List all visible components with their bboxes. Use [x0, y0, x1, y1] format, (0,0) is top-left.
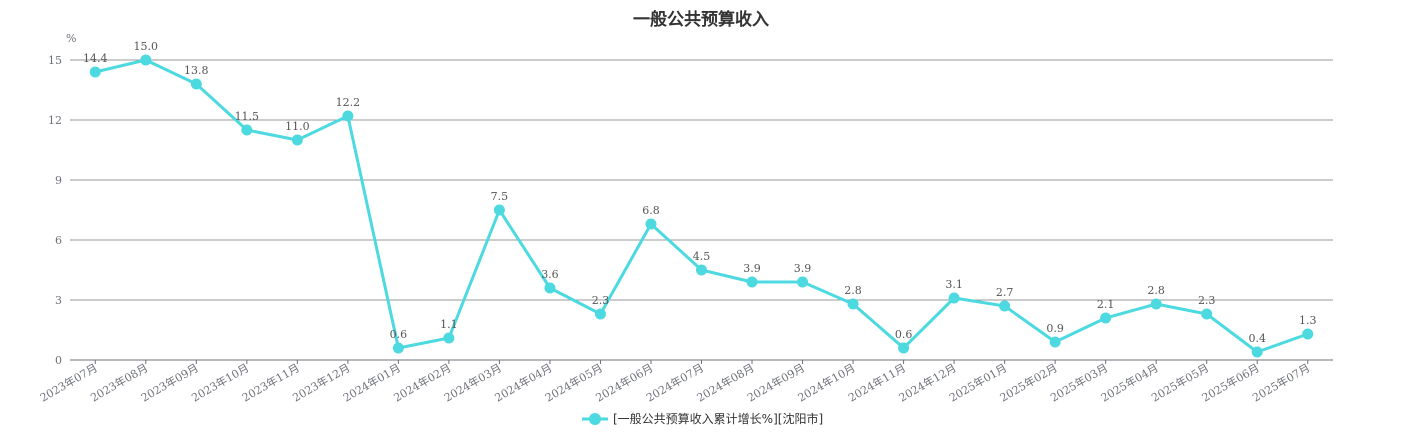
data-label: 2.1 [1097, 298, 1115, 311]
data-label: 11.5 [235, 110, 260, 123]
data-point [342, 110, 354, 122]
data-point [1100, 312, 1112, 324]
data-label: 0.6 [895, 328, 913, 341]
legend-label: [一般公共预算收入累计增长%][沈阳市] [613, 411, 823, 426]
data-label: 1.1 [440, 318, 458, 331]
x-axis-ticks: 2023年07月2023年08月2023年09月2023年10月2023年11月… [37, 360, 1312, 405]
data-point [1049, 336, 1061, 348]
y-axis-unit: % [66, 32, 76, 45]
data-point [1251, 346, 1263, 358]
y-tick-label: 6 [55, 234, 62, 247]
data-point [898, 342, 910, 354]
data-label: 0.4 [1248, 332, 1266, 345]
data-point [999, 300, 1011, 312]
data-label: 2.3 [1198, 294, 1216, 307]
data-label: 0.6 [390, 328, 408, 341]
data-label: 11.0 [285, 120, 310, 133]
data-label: 3.1 [945, 278, 963, 291]
data-point [1302, 328, 1314, 340]
data-point [1150, 298, 1162, 310]
series-group: 14.4 15.0 13.8 11.5 11.0 12.2 0.6 1.1 7.5 3.6 2.3 6… [83, 40, 1316, 358]
data-label: 14.4 [83, 52, 108, 65]
data-label: 12.2 [336, 96, 361, 109]
data-point [241, 124, 253, 136]
data-point [291, 134, 303, 146]
data-point [493, 204, 505, 216]
data-point [443, 332, 455, 344]
data-label: 2.8 [1147, 284, 1165, 297]
data-label: 3.9 [743, 262, 761, 275]
data-label: 3.9 [794, 262, 812, 275]
data-point [594, 308, 606, 320]
data-point [797, 276, 809, 288]
gridlines [70, 59, 1333, 361]
data-point [1201, 308, 1213, 320]
data-label: 6.8 [642, 204, 660, 217]
data-point [847, 298, 859, 310]
data-label: 4.5 [693, 250, 711, 263]
data-label: 7.5 [491, 190, 509, 203]
chart-title: 一般公共预算收入 [633, 9, 769, 30]
data-point [140, 54, 152, 66]
legend[interactable]: [一般公共预算收入累计增长%][沈阳市] [582, 411, 823, 426]
y-tick-label: 0 [55, 354, 62, 367]
y-axis-ticks: 0 3 6 9 12 15 [48, 54, 62, 367]
y-tick-label: 15 [48, 54, 62, 67]
data-point [645, 218, 657, 230]
data-point [392, 342, 404, 354]
data-label: 2.7 [996, 286, 1014, 299]
data-point [746, 276, 758, 288]
data-point [948, 292, 960, 304]
series-line [94, 58, 1309, 354]
data-point [696, 264, 707, 276]
data-label: 3.6 [541, 268, 559, 281]
x-tick-label: 2025年07月 [1250, 360, 1312, 404]
data-point [190, 78, 202, 90]
data-point [544, 282, 556, 294]
data-label: 2.8 [844, 284, 862, 297]
data-label: 0.9 [1046, 322, 1064, 335]
y-tick-label: 12 [48, 114, 62, 127]
data-label: 13.8 [184, 64, 209, 77]
data-label: 2.3 [592, 294, 610, 307]
data-point [89, 66, 101, 78]
data-label: 15.0 [134, 40, 159, 53]
y-tick-label: 3 [55, 294, 62, 307]
legend-marker [589, 413, 601, 425]
data-label: 1.3 [1299, 314, 1317, 327]
y-tick-label: 9 [55, 174, 62, 187]
